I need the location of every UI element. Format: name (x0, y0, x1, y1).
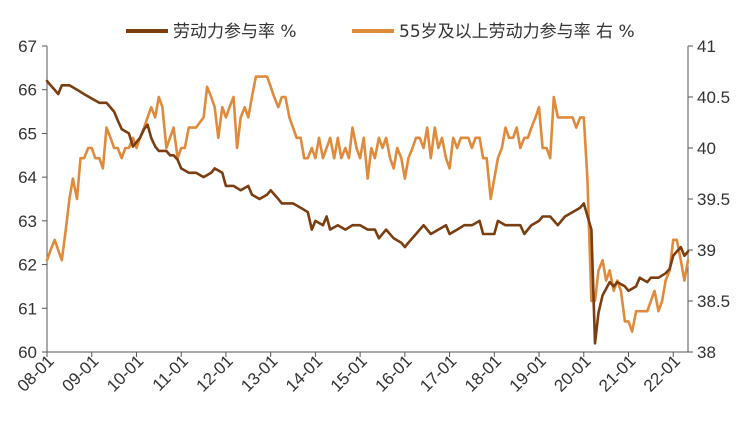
x-tick-label: 22-01 (640, 351, 684, 395)
right-y-tick-label: 39 (697, 241, 716, 260)
x-tick-label: 09-01 (58, 351, 102, 395)
x-tick-label: 13-01 (237, 351, 281, 395)
x-tick-label: 20-01 (550, 351, 594, 395)
x-tick-label: 11-01 (149, 351, 192, 394)
right-y-tick-label: 38 (697, 343, 716, 362)
right-y-ticks: 38 38.5 39 39.5 40 40.5 41 (688, 37, 730, 362)
left-y-tick-label: 60 (18, 343, 37, 362)
left-y-ticks: 60 61 62 63 64 65 66 67 (18, 37, 47, 362)
x-tick-label: 16-01 (371, 351, 415, 395)
series-layer (45, 75, 690, 345)
left-y-tick-label: 62 (18, 256, 37, 275)
x-tick-label: 17-01 (416, 351, 460, 395)
left-y-tick-label: 64 (18, 168, 37, 187)
left-y-tick-label: 63 (18, 212, 37, 231)
series-line-labor-participation (45, 79, 690, 345)
right-y-tick-label: 40.5 (697, 88, 730, 107)
legend-label-55plus-participation: 55岁及以上劳动力参与率 右 % (399, 22, 635, 42)
left-y-tick-label: 65 (18, 124, 37, 143)
legend-label-labor-participation: 劳动力参与率 % (173, 22, 297, 42)
right-y-tick-label: 38.5 (697, 292, 730, 311)
axes (46, 46, 689, 353)
left-y-tick-label: 66 (18, 81, 37, 100)
x-tick-label: 14-01 (282, 351, 326, 395)
right-y-tick-label: 41 (697, 37, 716, 56)
series-line-55plus-participation (45, 75, 690, 333)
left-y-tick-label: 61 (18, 299, 37, 318)
x-tick-label: 21-01 (595, 351, 639, 395)
legend: 劳动力参与率 % 55岁及以上劳动力参与率 右 % (126, 22, 635, 42)
x-ticks: 08-01 09-01 10-01 11-01 12-01 13-01 14-01 15-01… (14, 351, 684, 395)
x-tick-label: 10-01 (103, 351, 147, 395)
right-y-tick-label: 40 (697, 139, 716, 158)
x-tick-label: 15-01 (327, 351, 371, 395)
x-tick-label: 12-01 (193, 351, 237, 395)
x-tick-label: 18-01 (461, 351, 505, 395)
left-y-tick-label: 67 (18, 37, 37, 56)
x-tick-label: 19-01 (506, 351, 550, 395)
right-y-tick-label: 39.5 (697, 190, 730, 209)
